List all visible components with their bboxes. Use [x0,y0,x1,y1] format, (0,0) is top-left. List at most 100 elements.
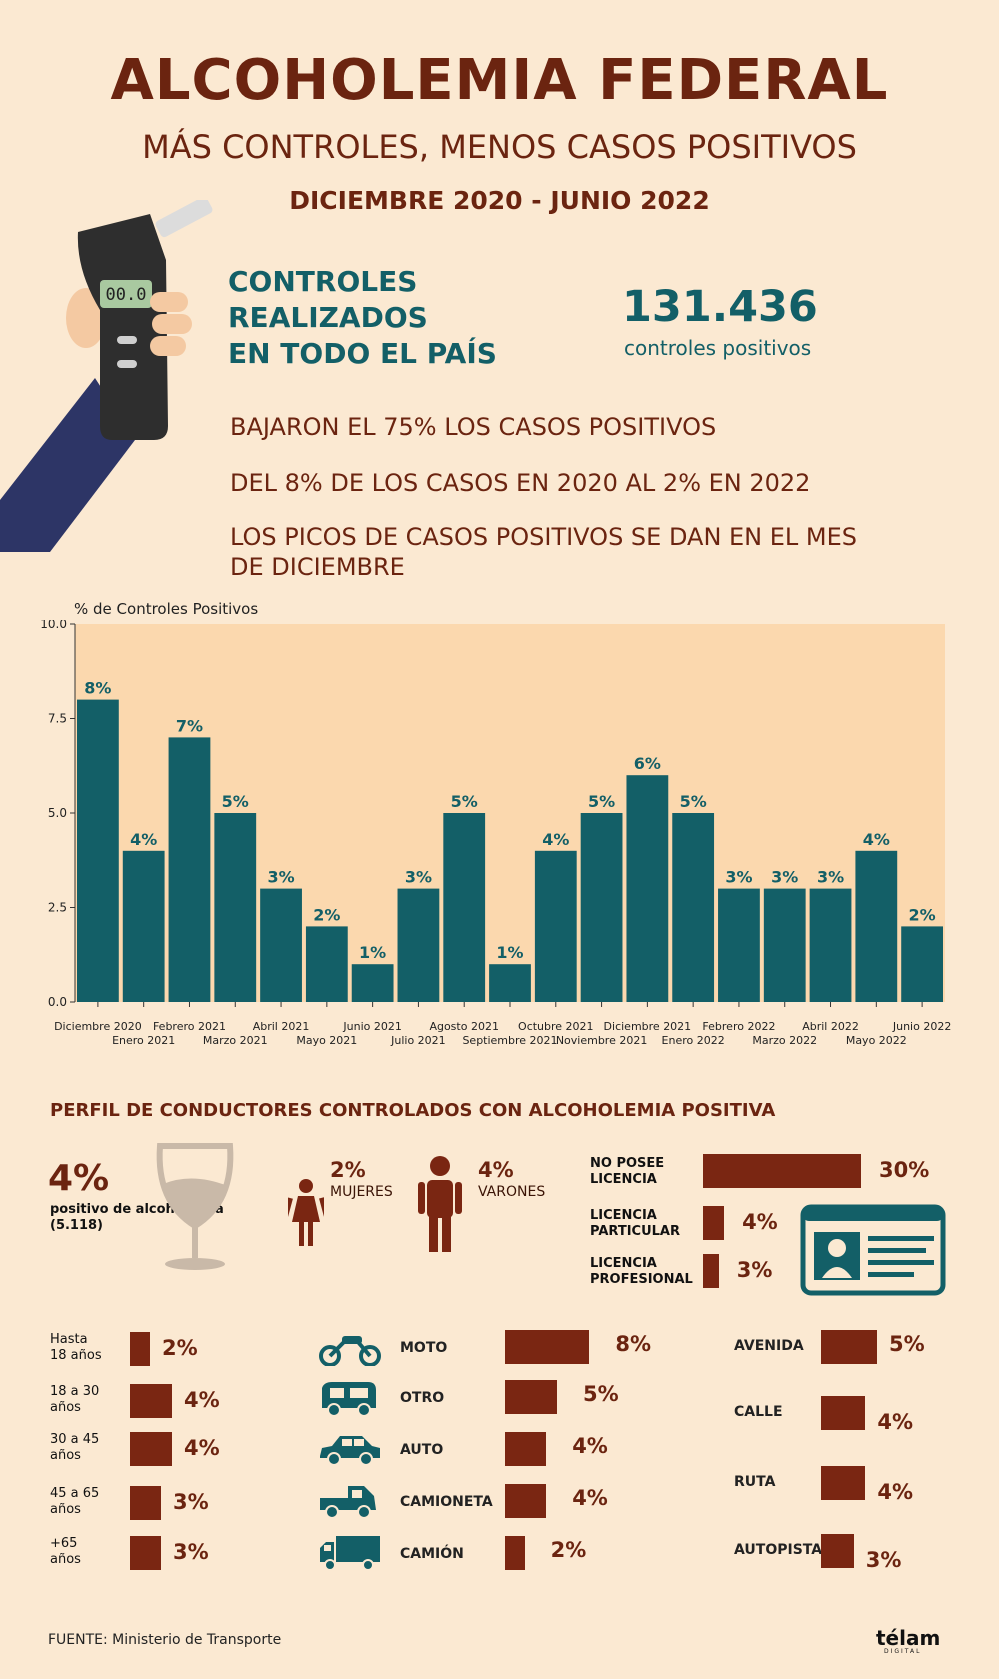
road-bar [821,1330,877,1364]
chart-bar [763,888,806,1002]
bar-data-label: 2% [313,905,340,924]
license-label-line2: PARTICULAR [590,1224,680,1239]
vehicle-pct: 4% [572,1486,608,1510]
license-bar [703,1154,861,1188]
bar-data-label: 1% [496,943,523,962]
x-tick-label: Junio 2021 [342,1020,401,1033]
age-label-line2: años [50,1502,81,1517]
controls-label-line1: CONTROLES [228,265,418,298]
y-tick-label: 5.0 [48,806,67,820]
x-tick-label: Octubre 2021 [518,1020,594,1033]
license-label-line1: LICENCIA [590,1208,657,1223]
truck-icon [320,1536,380,1571]
device-screen [100,280,152,308]
license-label-line1: LICENCIA [590,1256,657,1271]
chart-bar [351,964,394,1002]
license-pct: 4% [742,1210,778,1234]
woman-icon [288,1179,324,1246]
road-label: AVENIDA [734,1338,804,1354]
fact-peaks: LOS PICOS DE CASOS POSITIVOS SE DAN EN E… [230,523,858,581]
fact-range: DEL 8% DE LOS CASOS EN 2020 AL 2% EN 202… [230,469,811,497]
x-tick-label: Mayo 2021 [296,1034,357,1047]
positive-controls-number: 131.436 [622,282,818,332]
chart-bar [718,888,760,1002]
wine-glass-icon [156,1143,234,1270]
bar-data-label: 3% [405,868,432,887]
age-label-line1: 45 a 65 [50,1486,100,1501]
x-tick-label: Mayo 2022 [846,1034,907,1047]
mouthpiece-shape [155,200,213,238]
chart-bar [580,813,623,1002]
chart-bar [809,888,852,1002]
bar-data-label: 5% [680,792,707,811]
license-pct: 30% [879,1158,930,1182]
road-pct: 5% [889,1332,925,1356]
age-label-line2: 18 años [50,1348,102,1363]
vehicle-label: AUTO [400,1442,444,1458]
bar-data-label: 6% [634,754,661,773]
women-label: MUJERES [330,1184,393,1200]
men-pct: 4% [478,1158,514,1182]
pickup-icon [320,1486,376,1519]
x-tick-label: Enero 2022 [662,1034,725,1047]
age-bar [130,1432,172,1466]
chart-bar [443,813,486,1002]
fact-decrease: BAJARON EL 75% LOS CASOS POSITIVOS [230,413,717,441]
road-label: RUTA [734,1474,776,1490]
id-card-icon [800,1204,946,1296]
age-bar [130,1384,172,1418]
chart-y-axis-label: % de Controles Positivos [74,600,259,618]
y-tick-label: 2.5 [48,901,67,915]
y-tick-label: 7.5 [48,712,67,726]
x-tick-label: Diciembre 2021 [604,1020,692,1033]
license-label-line1: NO POSEE [590,1156,665,1171]
chart-bar [305,926,348,1002]
bar-data-label: 7% [176,716,203,735]
road-bar [821,1396,866,1430]
device-body [77,214,168,440]
vehicle-bar [505,1484,547,1518]
device-button-2 [117,360,137,368]
bar-data-label: 4% [130,830,157,849]
vehicle-pct: 2% [550,1538,587,1562]
age-pct: 4% [184,1388,220,1412]
age-label-line1: 30 a 45 [50,1432,100,1447]
age-label-line1: +65 [50,1536,78,1551]
chart-bar [77,699,119,1002]
age-bar [130,1536,161,1570]
bar-data-label: 5% [451,792,478,811]
x-tick-label: Enero 2021 [112,1034,175,1047]
x-tick-label: Marzo 2021 [203,1034,268,1047]
vehicle-bar [505,1380,557,1414]
age-label-line2: años [50,1400,81,1415]
age-label-line2: años [50,1448,81,1463]
x-tick-label: Septiembre 2021 [462,1034,557,1047]
x-tick-label: Febrero 2021 [153,1020,226,1033]
vehicle-pct: 5% [583,1382,619,1406]
road-label: CALLE [734,1404,783,1420]
road-pct: 4% [877,1410,914,1434]
device-screen-text: 00.0 [106,285,147,305]
finger-1 [150,292,188,312]
bar-data-label: 3% [267,868,294,887]
license-label-line2: LICENCIA [590,1172,657,1187]
chart-bar [489,964,531,1002]
x-tick-label: Agosto 2021 [429,1020,499,1033]
age-pct: 4% [184,1436,220,1460]
page-title: ALCOHOLEMIA FEDERAL [110,48,889,113]
van-icon [322,1382,376,1416]
license-bar [703,1254,719,1288]
x-tick-label: Marzo 2022 [752,1034,817,1047]
chart-bar [626,775,669,1002]
road-bar [821,1466,866,1500]
age-pct: 2% [162,1336,198,1360]
x-tick-label: Julio 2021 [390,1034,446,1047]
men-label: VARONES [478,1184,546,1200]
source-footer: FUENTE: Ministerio de Transporte [48,1632,282,1648]
vehicle-bar [505,1432,547,1466]
bar-data-label: 2% [909,905,936,924]
vehicle-label: MOTO [400,1340,448,1356]
y-tick-label: 10.0 [40,620,67,631]
bar-data-label: 3% [771,868,798,887]
age-label-line2: años [50,1552,81,1567]
